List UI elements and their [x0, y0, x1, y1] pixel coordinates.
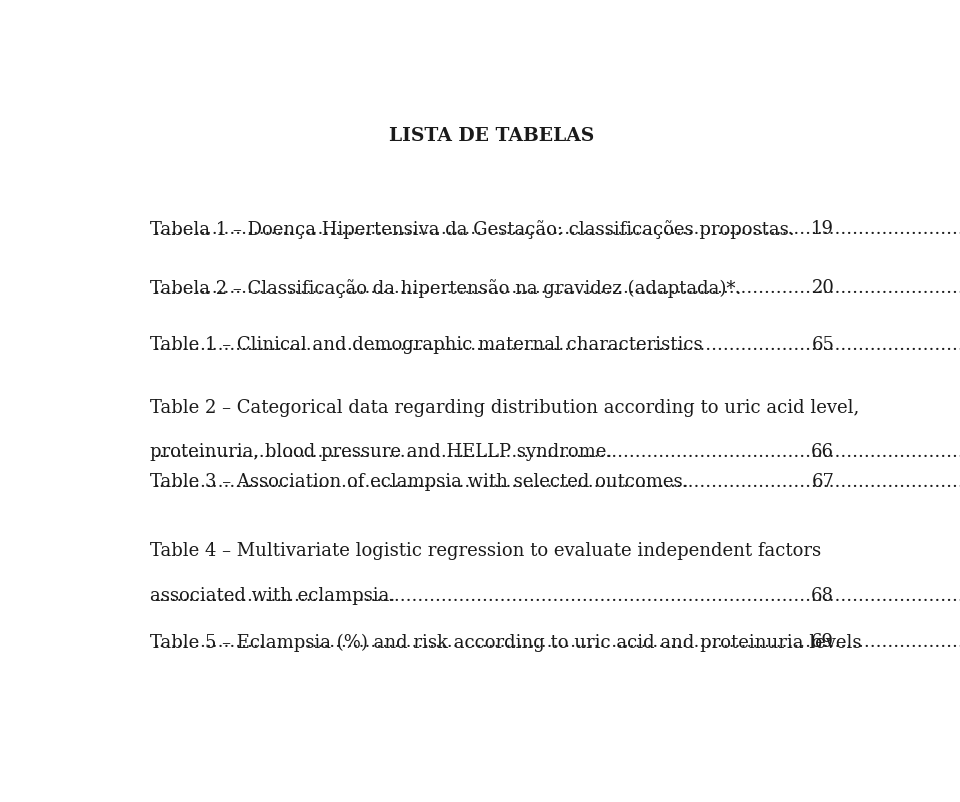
Text: ................................................................................: ........................................… — [153, 634, 960, 651]
Text: Table 2 – Categorical data regarding distribution according to uric acid level,: Table 2 – Categorical data regarding dis… — [150, 399, 859, 417]
Text: 67: 67 — [811, 473, 834, 491]
Text: 19: 19 — [811, 220, 834, 237]
Text: 65: 65 — [811, 336, 834, 354]
Text: 68: 68 — [811, 586, 834, 605]
Text: proteinuria, blood pressure and HELLP syndrome.: proteinuria, blood pressure and HELLP sy… — [150, 444, 612, 461]
Text: associated with eclampsia.: associated with eclampsia. — [150, 586, 395, 605]
Text: ................................................................................: ........................................… — [153, 279, 960, 297]
Text: 69: 69 — [811, 634, 834, 651]
Text: Table 3 – Association of eclampsia with selected outcomes.: Table 3 – Association of eclampsia with … — [150, 473, 688, 491]
Text: ................................................................................: ........................................… — [153, 444, 960, 461]
Text: 20: 20 — [811, 279, 834, 297]
Text: Table 4 – Multivariate logistic regression to evaluate independent factors: Table 4 – Multivariate logistic regressi… — [150, 542, 821, 560]
Text: Table 1 – Clinical and demographic maternal characteristics: Table 1 – Clinical and demographic mater… — [150, 336, 703, 354]
Text: ................................................................................: ........................................… — [153, 586, 960, 605]
Text: ................................................................................: ........................................… — [153, 220, 960, 237]
Text: ................................................................................: ........................................… — [153, 336, 960, 354]
Text: Tabela 2 – Classificação da hipertensão na gravidez (adaptada)*.: Tabela 2 – Classificação da hipertensão … — [150, 279, 741, 298]
Text: Table 5 – Eclampsia (%) and risk according to uric acid and proteinuria levels: Table 5 – Eclampsia (%) and risk accordi… — [150, 634, 861, 652]
Text: Tabela 1 – Doença Hipertensiva da Gestação: classificações propostas.: Tabela 1 – Doença Hipertensiva da Gestaç… — [150, 220, 794, 239]
Text: ................................................................................: ........................................… — [153, 473, 960, 491]
Text: LISTA DE TABELAS: LISTA DE TABELAS — [390, 128, 594, 145]
Text: 66: 66 — [811, 444, 834, 461]
